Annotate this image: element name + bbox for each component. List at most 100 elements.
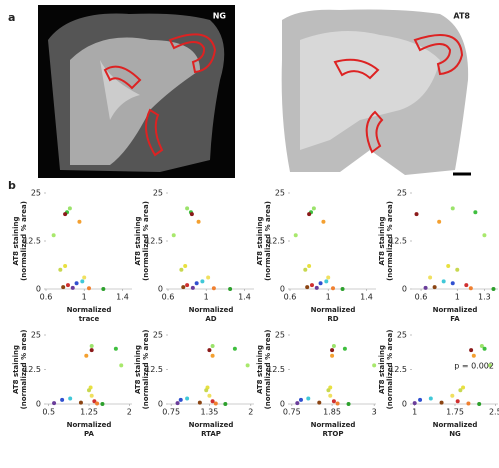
x-tick-label: 0.75 (283, 408, 301, 417)
x-axis-label: Normalized (433, 421, 478, 429)
data-point (318, 281, 323, 286)
scatter-panel: 0 12.5 25 0.6 1 1.3 AT8 staining (normalized % … (378, 189, 498, 323)
data-point (412, 401, 417, 406)
y-tick-label: 0 (402, 285, 407, 294)
at8-image: AT8 (281, 9, 471, 176)
data-point (321, 219, 326, 224)
data-point (58, 267, 63, 272)
data-point (466, 401, 471, 406)
y-tick-label: 0 (280, 285, 285, 294)
y-axis-label: AT8 staining (134, 217, 142, 266)
x-tick-label: 2 (127, 408, 132, 417)
data-point (82, 275, 87, 280)
data-point (471, 353, 476, 358)
x-tick-label: 0.6 (284, 293, 297, 302)
data-point (482, 233, 487, 238)
data-point (87, 388, 91, 393)
data-point (307, 263, 312, 268)
y-axis-label: (normalized % area) (264, 330, 272, 410)
data-point (100, 402, 105, 406)
data-point (245, 363, 250, 368)
data-point (175, 401, 180, 406)
data-point (477, 402, 482, 406)
x-axis-label: FA (450, 315, 460, 323)
data-point (314, 285, 319, 290)
x-axis-label: AD (205, 315, 216, 323)
data-point (60, 397, 65, 402)
x-tick-label: 0.6 (415, 293, 428, 302)
data-point (298, 397, 303, 402)
data-point (437, 219, 442, 224)
data-point (197, 400, 202, 405)
data-point (70, 285, 75, 290)
x-axis-label: Normalized (311, 421, 356, 429)
x-axis-label: Normalized (433, 306, 478, 314)
data-point (469, 348, 474, 353)
x-axis-label: RTAP (201, 430, 221, 438)
data-point (78, 400, 83, 405)
x-tick-label: 1.75 (446, 408, 464, 417)
y-axis-label: AT8 staining (12, 217, 20, 266)
data-point (194, 281, 199, 286)
y-axis-label: (normalized % area) (20, 330, 28, 410)
data-point (330, 353, 335, 358)
y-tick-label: 25 (397, 331, 407, 340)
x-axis-label: trace (79, 315, 100, 323)
x-tick-label: 0.75 (162, 408, 180, 417)
data-point (210, 353, 215, 358)
data-point (418, 397, 423, 402)
y-tick-label: 25 (153, 189, 163, 198)
y-axis-label: (normalized % area) (142, 330, 150, 410)
data-point (340, 287, 345, 291)
data-point (479, 344, 484, 349)
y-tick-label: 0 (36, 285, 41, 294)
data-point (450, 393, 455, 398)
y-axis-label: AT8 staining (256, 217, 264, 266)
data-point (326, 275, 331, 280)
y-tick-label: 12.5 (389, 365, 407, 374)
data-point (228, 287, 233, 291)
x-axis-label: Normalized (67, 306, 112, 314)
data-point (331, 399, 336, 404)
y-axis-label: AT8 staining (378, 345, 386, 394)
data-point (342, 346, 347, 351)
data-point (87, 286, 91, 291)
data-point (101, 287, 106, 291)
x-tick-label: 0.6 (40, 293, 53, 302)
data-point (450, 206, 455, 211)
x-tick-label: 0.5 (42, 408, 55, 417)
data-point (303, 267, 308, 272)
y-tick-label: 12.5 (267, 237, 285, 246)
data-point (65, 283, 70, 288)
data-point (473, 210, 478, 215)
data-point (189, 212, 194, 217)
data-point (464, 283, 469, 288)
y-tick-label: 0 (402, 400, 407, 409)
data-point (439, 400, 444, 405)
data-point (113, 346, 118, 351)
data-point (51, 233, 56, 238)
data-point (491, 287, 496, 291)
data-point (89, 344, 94, 349)
y-tick-label: 25 (153, 331, 163, 340)
data-point (196, 219, 201, 224)
x-tick-label: 1 (326, 293, 331, 302)
data-point (309, 283, 314, 288)
scatter-panel: 0 12.5 25 0.5 1.25 2 AT8 staining (normalized %… (12, 330, 132, 438)
data-point (190, 285, 195, 290)
data-point (223, 402, 228, 406)
y-axis-label: (normalized % area) (386, 330, 394, 410)
data-point (346, 402, 351, 406)
x-tick-label: 1.85 (323, 408, 341, 417)
y-tick-label: 0 (158, 400, 163, 409)
data-point (68, 396, 73, 401)
data-point (207, 348, 212, 353)
x-tick-label: 2 (248, 408, 253, 417)
data-point (307, 212, 312, 217)
data-point (450, 281, 455, 286)
y-tick-label: 25 (31, 189, 41, 198)
scatter-panel: 0 12.5 25 0.6 1 1.4 AT8 staining (normalized % … (134, 189, 254, 323)
x-axis-label: Normalized (311, 306, 356, 314)
x-axis-label: NG (449, 430, 461, 438)
